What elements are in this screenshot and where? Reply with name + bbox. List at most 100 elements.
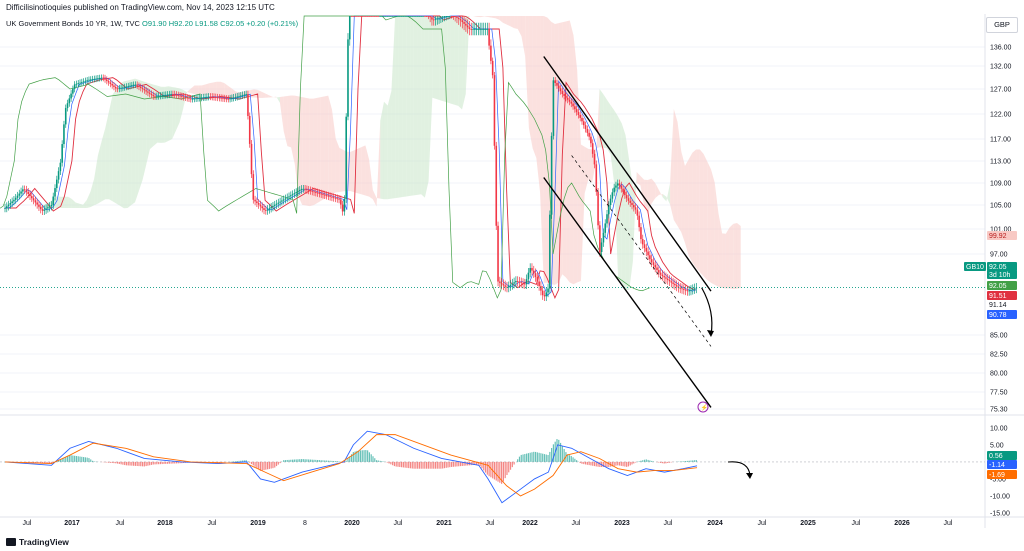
cloud-segment: [517, 16, 522, 37]
cloud-segment: [454, 16, 459, 106]
histogram-bar: [141, 461, 144, 467]
histogram-bar: [508, 461, 510, 473]
cloud-segment: [305, 97, 310, 207]
histogram-bar: [140, 461, 142, 467]
histogram-bar: [236, 461, 238, 462]
candle-body: [318, 193, 321, 194]
histogram-bar: [367, 450, 369, 462]
histogram-bar: [392, 461, 394, 466]
candle-body: [572, 103, 574, 107]
candle-body: [599, 225, 601, 253]
histogram-bar: [31, 461, 33, 463]
time-tick-label: Jul: [23, 520, 32, 527]
candle-body: [268, 208, 271, 210]
candle-body: [61, 144, 63, 163]
candle-body: [113, 85, 115, 87]
cloud-segment: [621, 123, 626, 290]
candle-body: [402, 16, 405, 17]
candle-body: [123, 86, 126, 88]
histogram-bar: [75, 456, 78, 462]
candle-body: [43, 209, 46, 211]
histogram-bar: [433, 461, 435, 469]
candle-body: [379, 16, 381, 17]
histogram-bar: [592, 461, 594, 466]
histogram-bar: [695, 460, 697, 462]
cloud-segment: [569, 20, 574, 285]
candle-body: [184, 97, 187, 98]
candle-body: [152, 95, 155, 97]
candle-body: [447, 16, 449, 17]
cloud-segment: [149, 83, 154, 150]
price-label-bg: [987, 231, 1017, 240]
candle-body: [323, 194, 326, 196]
candle-body: [574, 106, 576, 110]
candle-body: [631, 202, 633, 205]
candle-body: [282, 199, 285, 201]
candle-body: [163, 95, 165, 96]
cloud-segment: [491, 16, 496, 19]
histogram-bar: [343, 461, 346, 463]
candle-body: [263, 208, 265, 210]
cloud-segment: [410, 16, 414, 196]
histogram-bar: [29, 461, 31, 463]
histogram-bar: [593, 461, 596, 467]
cloud-segment: [369, 159, 373, 200]
histogram-bar: [563, 449, 565, 462]
histogram-bar: [336, 461, 338, 462]
cloud-segment: [335, 138, 340, 193]
cloud-segment: [64, 196, 69, 208]
time-tick-label: Jul: [664, 520, 673, 527]
histogram-bar: [486, 461, 488, 475]
candle-body: [629, 200, 632, 203]
histogram-bar: [651, 460, 653, 462]
histogram-bar: [299, 459, 301, 462]
macd-value-label: 0.56: [989, 453, 1003, 460]
currency-selector[interactable]: GBP: [986, 17, 1018, 33]
cloud-segment: [655, 183, 659, 199]
candle-body: [293, 193, 296, 195]
cloud-segment: [502, 16, 507, 25]
candle-body: [56, 179, 58, 189]
histogram-bar: [45, 461, 47, 464]
cloud-segment: [383, 101, 388, 200]
histogram-bar: [538, 452, 540, 462]
histogram-bar: [622, 461, 624, 467]
candle-body: [22, 189, 24, 192]
histogram-bar: [499, 461, 501, 483]
histogram-bar: [681, 461, 683, 462]
cloud-segment: [421, 16, 425, 198]
candle-body: [313, 191, 315, 193]
cloud-segment: [253, 89, 258, 98]
cloud-segment: [540, 16, 544, 283]
candle-body: [273, 204, 276, 206]
histogram-bar: [111, 461, 113, 463]
histogram-bar: [290, 459, 292, 462]
histogram-bar: [63, 457, 65, 462]
candle-body: [166, 94, 169, 96]
candle-body: [181, 96, 183, 97]
histogram-bar: [249, 461, 251, 463]
candle-body: [524, 283, 526, 285]
macd-pane: 10.005.000.00-5.00-10.00-15.000.56-1.14-…: [0, 425, 1017, 518]
tenkan-line: [5, 15, 697, 297]
candle-body: [13, 199, 15, 202]
candle-body: [275, 203, 278, 205]
candle-body: [486, 29, 489, 30]
symbol-name[interactable]: UK Government Bonds 10 YR, 1W, TVC: [6, 19, 140, 28]
cloud-segment: [153, 84, 158, 146]
macd-tick-label: 10.00: [990, 425, 1008, 432]
candle-body: [348, 16, 351, 40]
candle-body: [384, 16, 387, 17]
candle-body: [309, 190, 312, 192]
candle-body: [340, 199, 342, 205]
candle-body: [650, 259, 653, 263]
cloud-segment: [484, 16, 489, 17]
cloud-segment: [313, 97, 318, 206]
cloud-segment: [279, 96, 284, 131]
candle-body: [357, 16, 360, 17]
histogram-bar: [115, 461, 117, 464]
candle-body: [568, 99, 571, 102]
histogram-bar: [143, 461, 145, 467]
histogram-bar: [327, 460, 329, 462]
